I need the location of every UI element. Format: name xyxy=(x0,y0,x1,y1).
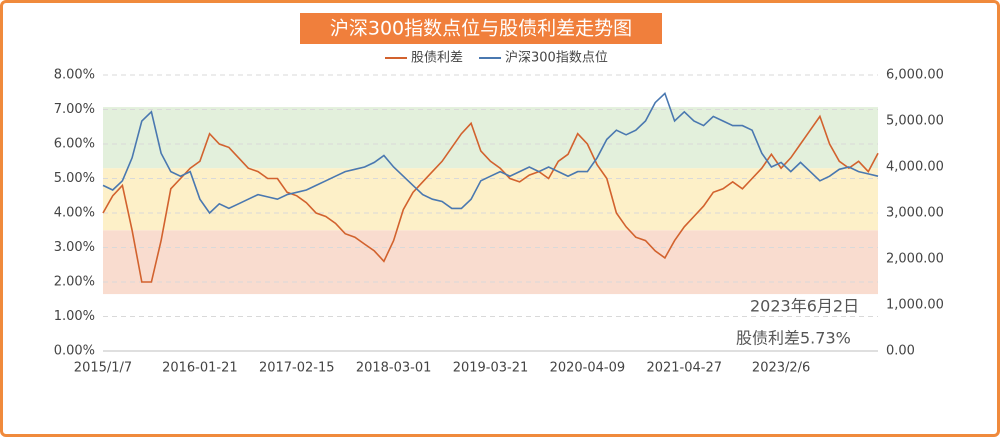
legend-label: 沪深300指数点位 xyxy=(505,50,608,66)
y-tick-label: 6.00% xyxy=(54,137,95,152)
y-tick-label: 2.00% xyxy=(54,275,95,290)
y2-tick-label: 0.00 xyxy=(886,344,915,359)
line xyxy=(102,91,879,215)
y-tick-label: 5.00% xyxy=(54,171,95,186)
x-tick-label: 2017-02-15 xyxy=(259,361,335,376)
y-tick-label: 1.00% xyxy=(54,309,95,324)
x-tick-label: 2021-04-27 xyxy=(646,361,722,376)
y2-tick-label: 4,000.00 xyxy=(886,160,944,175)
annotation: 股债利差5.73% xyxy=(736,329,851,348)
x-tick-label: 2016-01-21 xyxy=(162,361,238,376)
y2-tick-label: 6,000.00 xyxy=(886,68,944,83)
y-tick-label: 0.00% xyxy=(54,344,95,359)
y-tick-label: 8.00% xyxy=(54,68,95,83)
band xyxy=(103,107,878,169)
y2-tick-label: 1,000.00 xyxy=(886,298,944,313)
x-tick-label: 2019-03-21 xyxy=(453,361,529,376)
annotation: 2023年6月2日 xyxy=(750,297,859,316)
x-tick-label: 2015/1/7 xyxy=(74,361,132,376)
y-tick-label: 4.00% xyxy=(54,206,95,221)
y2-tick-label: 3,000.00 xyxy=(886,206,944,221)
title-box xyxy=(300,13,662,44)
legend-label: 股债利差 xyxy=(411,51,463,66)
y2-tick-label: 2,000.00 xyxy=(886,252,944,267)
chart-title: 沪深300指数点位与股债利差走势图 xyxy=(330,18,632,40)
y-tick-label: 3.00% xyxy=(54,240,95,255)
x-tick-label: 2023/2/6 xyxy=(752,361,810,376)
x-tick-label: 2020-04-09 xyxy=(550,361,626,376)
y2-tick-label: 5,000.00 xyxy=(886,114,944,129)
line xyxy=(102,114,879,283)
x-tick-label: 2018-03-01 xyxy=(356,361,432,376)
band xyxy=(103,168,878,231)
y-tick-label: 7.00% xyxy=(54,102,95,117)
band xyxy=(103,230,878,295)
